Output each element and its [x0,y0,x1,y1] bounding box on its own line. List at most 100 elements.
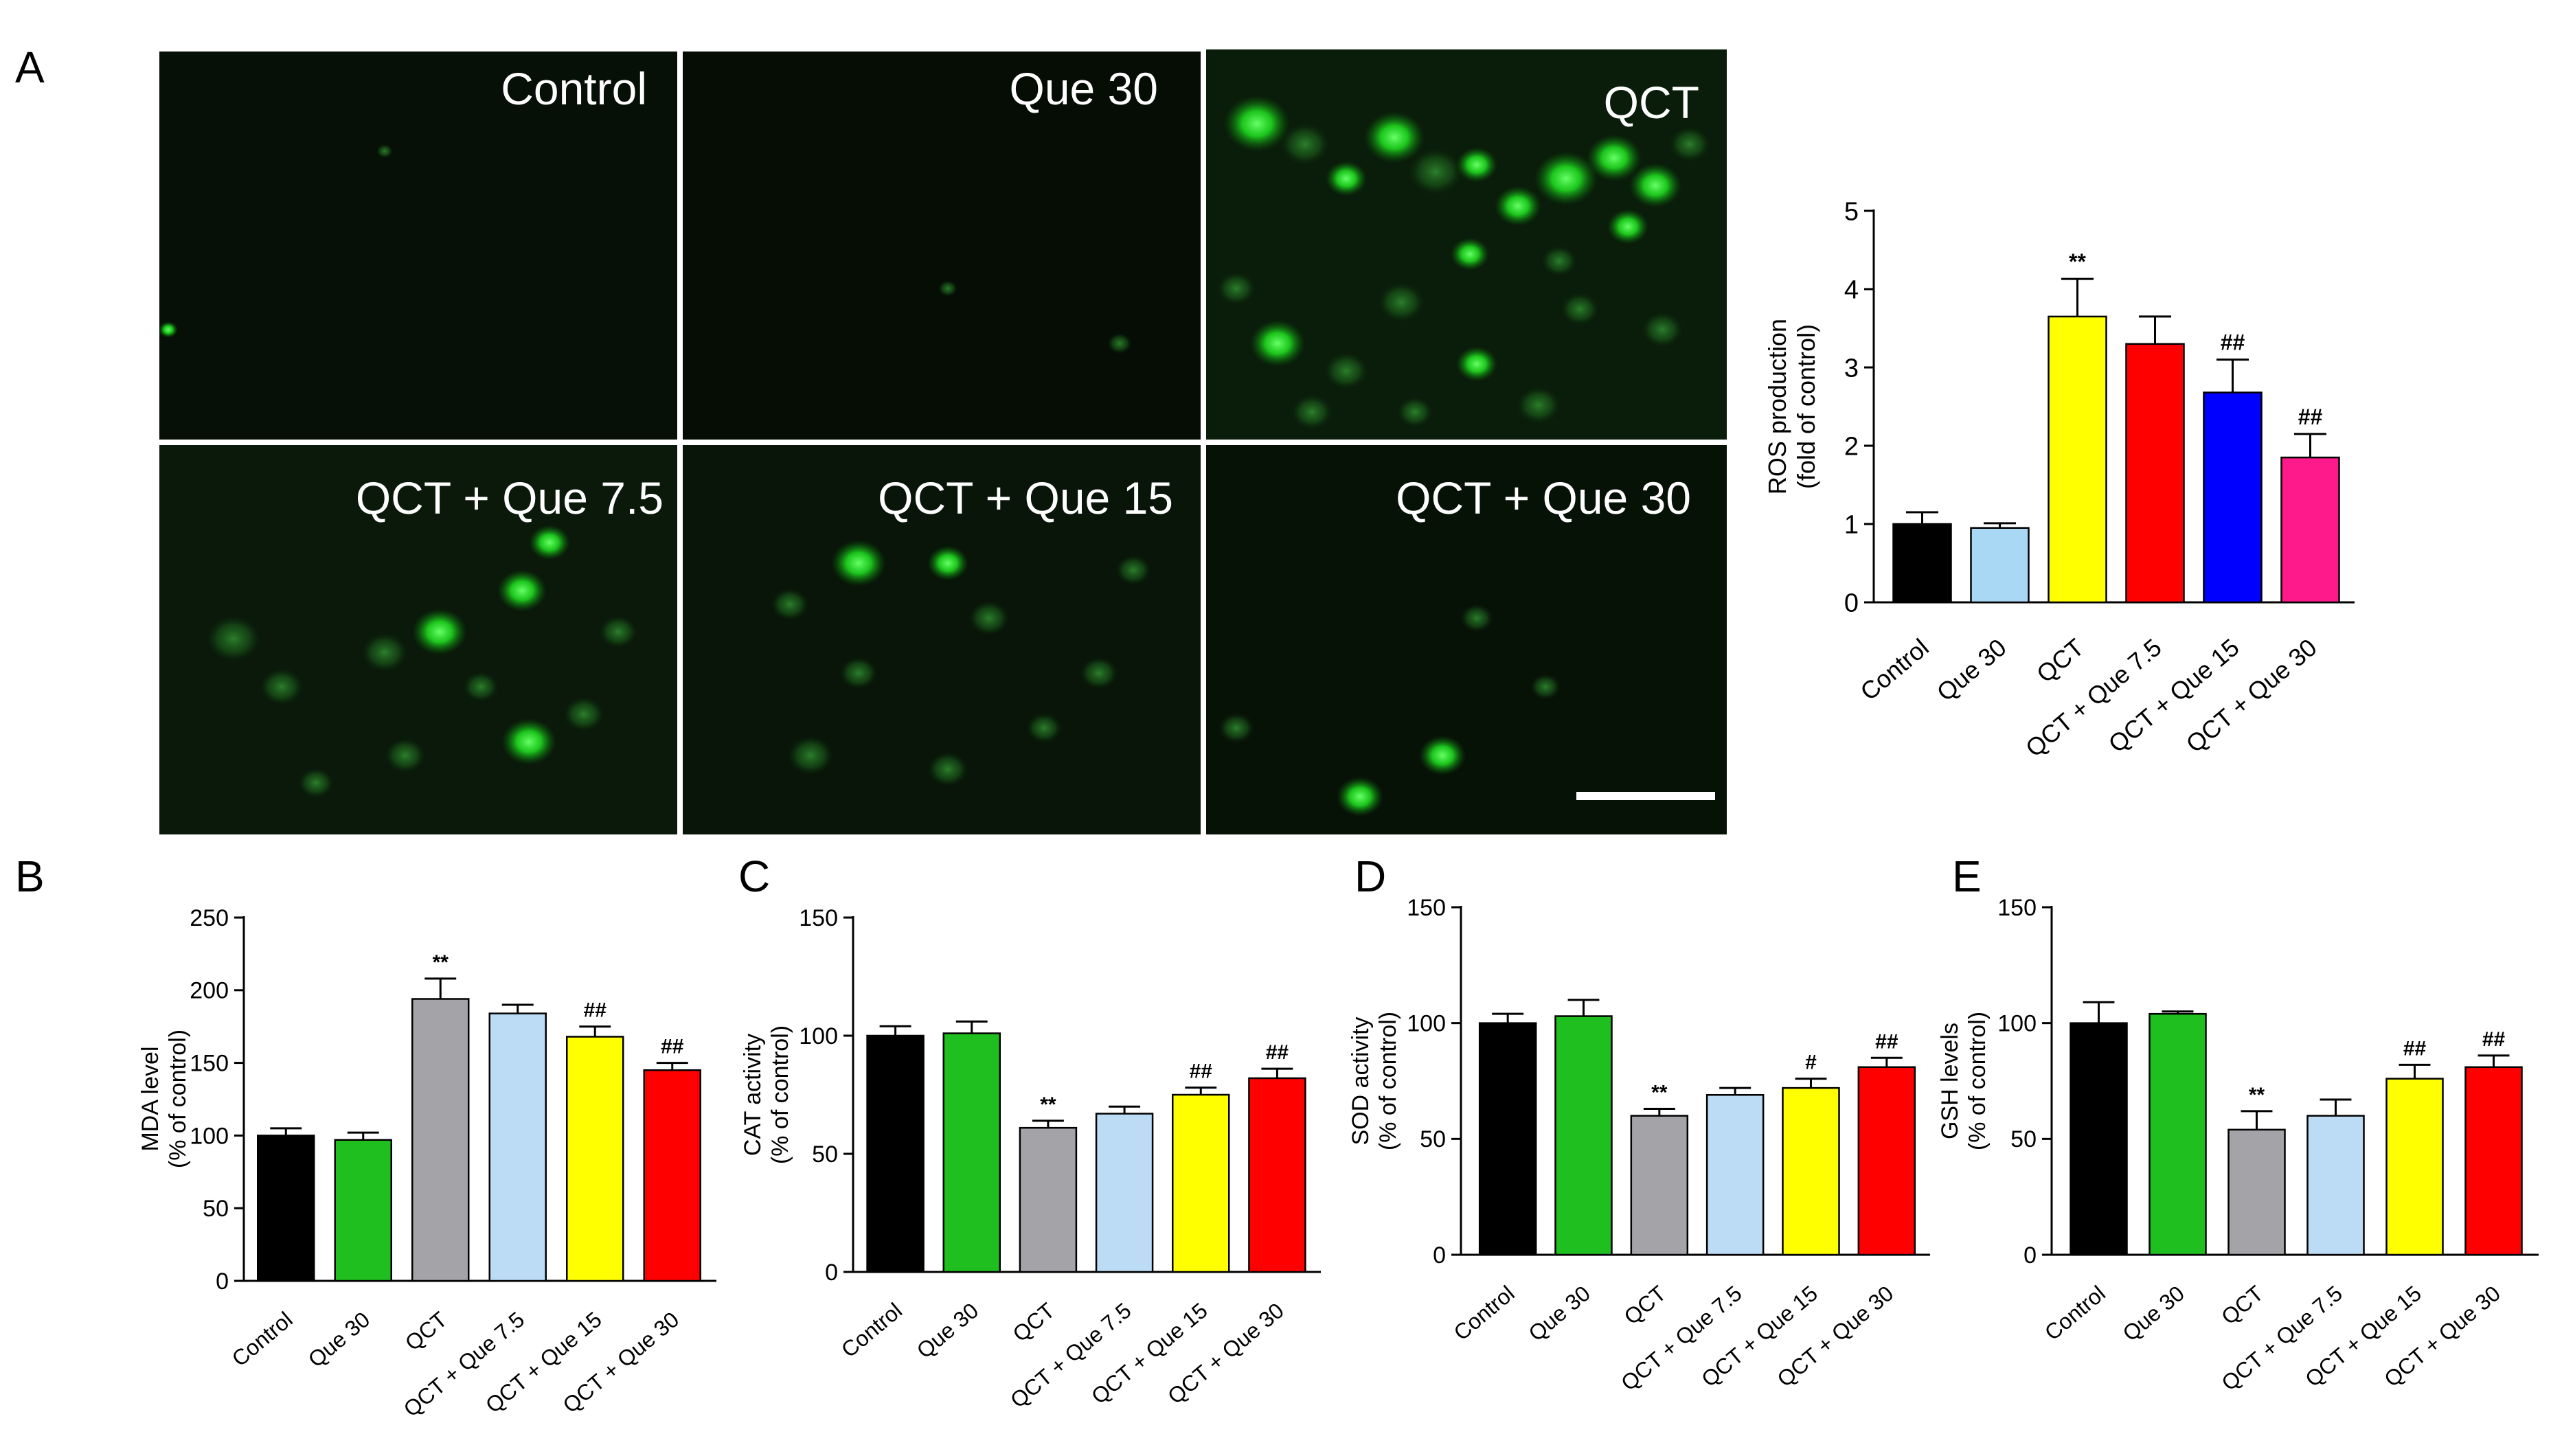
fluorescent-cell [529,525,570,560]
y-tick-label: 200 [190,978,229,1004]
y-axis-title: CAT activity(% of control) [740,1025,793,1164]
bar-qct [411,998,470,1282]
category-label-que-30: Que 30 [2118,1281,2189,1346]
panel-letter-c: C [738,852,770,901]
bar-control [1478,1022,1537,1256]
y-tick-label: 0 [825,1260,838,1286]
significance-label-qct-que-15: ## [1190,1060,1213,1083]
fluorescent-cell [1419,736,1466,775]
y-tick-label: 150 [799,905,838,931]
significance-label-qct-que-15: ## [2221,330,2245,355]
chart-ros-production: 0 1 2 3 4 5 ROS production(fold of control) Con… [1763,197,2355,762]
y-axis-title-line-1: CAT activity [740,1034,766,1156]
significance-label-qct-que-30: ## [1875,1030,1898,1053]
fluorescent-cell [1291,394,1333,430]
significance-label-qct: ** [2249,1084,2265,1106]
micrograph-label-qct-que-15: QCT + Que 15 [878,473,1173,523]
category-label-control: Control [1855,633,1934,706]
fluorescent-cell [497,569,547,612]
chart-mda-level: 0 50 100 150 200 250 MDA level(% of control) Co… [137,905,716,1422]
fluorescent-cell [1026,712,1062,744]
significance-label-qct-que-15: ## [2403,1037,2427,1060]
category-label-que-30: Que 30 [304,1307,375,1372]
y-tick-label: 50 [203,1196,229,1222]
fluorescent-cell [1324,352,1368,390]
bar-qct-que-30 [1248,1077,1306,1273]
bar-qct-que-7-5 [2125,343,2185,604]
fluorescent-cell [831,540,886,587]
panel-letter-d: D [1354,852,1386,901]
scale-bar [1576,792,1715,800]
bar-qct-que-15 [1172,1093,1230,1273]
fluorescent-cell [599,615,637,648]
y-tick-label: 50 [812,1141,838,1168]
micrograph-label-qct: QCT [1604,77,1699,128]
category-label-qct: QCT [400,1307,452,1356]
fluorescent-cell [771,588,809,621]
y-tick-label: 150 [190,1051,229,1077]
fluorescent-cell [1495,186,1541,226]
bar-qct-que-7-5 [1095,1113,1154,1273]
micrograph-label-control: Control [501,63,647,114]
category-label-qct: QCT [2216,1281,2268,1330]
significance-label-qct-que-30: ## [1266,1041,1289,1064]
category-label-qct-que-30: QCT + Que 30 [2181,633,2322,758]
y-tick-label: 0 [2023,1242,2037,1269]
fluorescent-cell [1669,126,1710,162]
y-axis-title: GSH levels(% of control) [1937,1012,1991,1150]
y-tick-label: 1 [1844,510,1859,539]
bar-que-30 [942,1032,1001,1273]
fluorescent-cell [1224,95,1290,152]
bar-qct-que-30 [2280,456,2340,604]
panel-letter-e: E [1952,852,1982,901]
significance-label-qct: ** [433,951,449,974]
category-label-qct: QCT [1008,1298,1060,1347]
y-axis-title-line-1: GSH levels [1937,1023,1963,1139]
y-tick-label: 3 [1844,354,1859,383]
category-label-control: Control [1449,1281,1519,1345]
fluorescent-cell [1456,147,1497,183]
category-label-que-30: Que 30 [1523,1281,1595,1346]
fluorescent-cell [1517,386,1561,424]
fluorescent-cell [1397,396,1433,428]
fluorescent-cell [1629,163,1681,208]
chart-gsh-levels: 0 50 100 150 GSH levels(% of control) Control… [1937,895,2539,1396]
y-tick-label: 150 [1997,895,2037,921]
fluorescent-cell [1280,123,1330,166]
y-tick-label: 100 [1407,1011,1446,1037]
y-axis-title: MDA level(% of control) [137,1030,191,1168]
fluorescent-cell [1607,209,1648,244]
y-tick-label: 0 [1433,1242,1446,1269]
fluorescent-cell [1541,245,1577,277]
bar-qct-que-30 [643,1069,701,1282]
y-tick-label: 100 [799,1023,838,1049]
y-tick-label: 4 [1844,275,1859,304]
bar-que-30 [1970,527,2030,604]
fluorescent-cell [159,321,178,338]
bar-qct-que-7-5 [1705,1093,1765,1256]
chart-cat-activity: 0 50 100 150 CAT activity(% of control) Contr… [740,905,1321,1413]
bar-que-30 [1554,1015,1613,1256]
bar-control [866,1034,925,1273]
panel-letter-b: B [15,852,45,901]
significance-label-qct-que-30: ## [2298,405,2323,429]
fluorescent-cell [1080,657,1118,690]
micrograph-label-qct-que-30: QCT + Que 30 [1396,473,1691,523]
y-tick-label: 100 [1997,1011,2037,1037]
fluorescent-cell [361,633,408,672]
bar-qct [2227,1128,2286,1256]
micrograph-label-qct-que-7-5: QCT + Que 7.5 [356,473,664,523]
chart-sod-activity: 0 50 100 150 SOD activity(% of control) Contr… [1348,895,1930,1396]
bar-control [257,1135,315,1282]
fluorescent-cell [1408,148,1463,195]
y-tick-label: 5 [1844,197,1859,226]
significance-label-qct-que-30: ## [2482,1028,2506,1051]
bar-qct-que-7-5 [2306,1115,2365,1256]
fluorescent-cell [1218,712,1254,744]
y-tick-label: 0 [216,1269,229,1295]
category-label-qct: QCT [2031,633,2089,688]
significance-label-qct: ** [1040,1093,1056,1116]
fluorescent-cell [376,144,393,159]
category-label-qct: QCT [1619,1281,1670,1330]
